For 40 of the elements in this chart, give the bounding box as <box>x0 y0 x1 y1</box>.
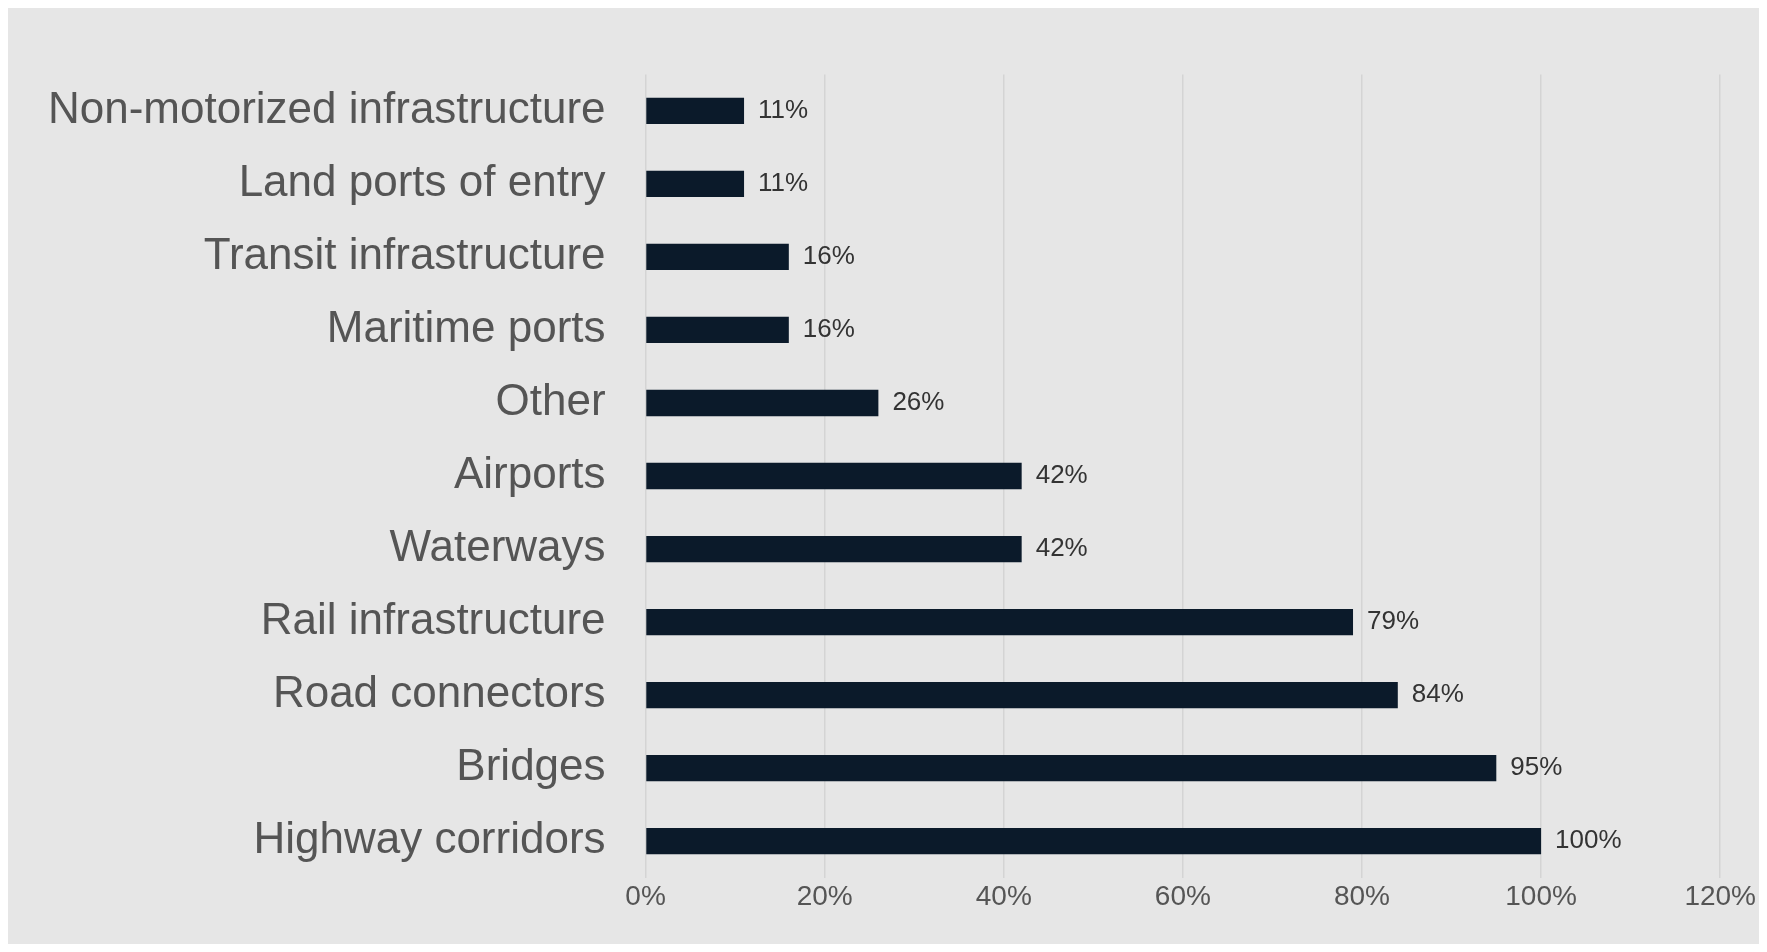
bar <box>646 608 1354 636</box>
y-tick-label: Land ports of entry <box>238 156 606 206</box>
y-tick-label: Highway corridors <box>253 813 606 863</box>
bar <box>646 316 789 344</box>
bar <box>646 535 1022 563</box>
data-label: 95% <box>1510 751 1563 782</box>
x-tick-label: 100% <box>1505 880 1577 912</box>
bar <box>646 681 1398 709</box>
x-tick-label: 60% <box>1154 880 1211 912</box>
data-label: 11% <box>758 94 809 125</box>
y-tick-label: Maritime ports <box>326 302 606 352</box>
y-tick-label: Bridges <box>456 740 606 790</box>
x-tick-label: 120% <box>1684 880 1757 912</box>
bar <box>646 97 745 125</box>
y-tick-label: Other <box>495 375 606 425</box>
bar <box>646 243 789 271</box>
y-tick-label: Road connectors <box>272 667 606 717</box>
y-tick-label: Transit infrastructure <box>203 229 606 279</box>
bar <box>646 827 1542 855</box>
data-label: 100% <box>1555 824 1622 855</box>
data-label: 16% <box>802 313 855 344</box>
data-label: 26% <box>892 386 945 417</box>
data-label: 79% <box>1367 605 1420 636</box>
bar <box>646 170 745 198</box>
data-label: 84% <box>1411 678 1464 709</box>
x-tick-label: 40% <box>975 880 1032 912</box>
bar <box>646 754 1497 782</box>
bar <box>646 389 879 417</box>
data-label: 42% <box>1035 532 1088 563</box>
bar <box>646 462 1022 490</box>
y-tick-label: Non-motorized infrastructure <box>47 83 606 133</box>
y-tick-label: Rail infrastructure <box>260 594 606 644</box>
data-label: 16% <box>802 240 855 271</box>
y-tick-label: Waterways <box>389 521 606 571</box>
data-label: 11% <box>758 167 809 198</box>
x-tick-label: 20% <box>796 880 853 912</box>
y-tick-label: Airports <box>453 448 606 498</box>
data-label: 42% <box>1035 459 1088 490</box>
x-tick-label: 80% <box>1333 880 1390 912</box>
x-tick-label: 0% <box>625 880 666 912</box>
